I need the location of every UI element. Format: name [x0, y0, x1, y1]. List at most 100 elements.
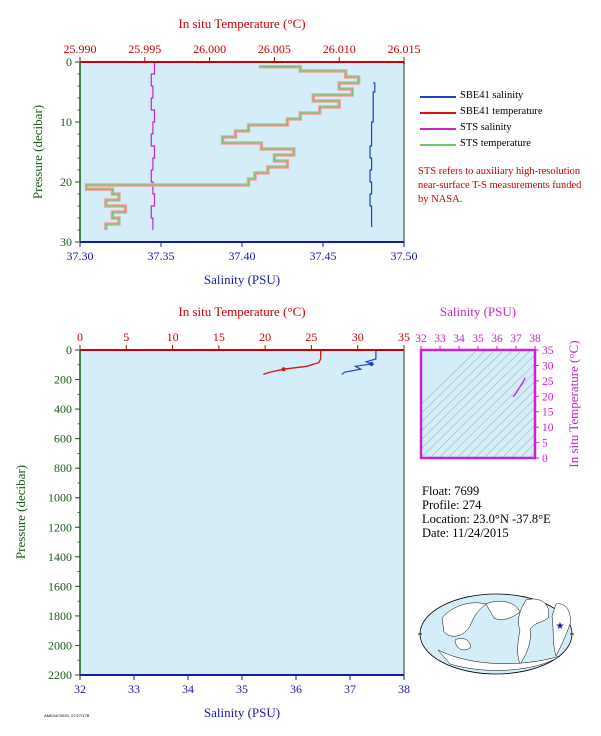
ts-isopycnal-line: [465, 389, 535, 458]
bottom-salinity-axis-title: Salinity (PSU): [204, 705, 280, 720]
legend-swatch: [420, 144, 456, 146]
temp-tick-label: 26.015: [388, 42, 421, 56]
temp-tick-label: 25.990: [64, 42, 97, 56]
salinity-tick-label: 35: [236, 682, 248, 696]
ts-temp-tick-label: 25: [542, 376, 554, 388]
salinity-tick-label: 32: [74, 682, 86, 696]
pressure-tick-label: 1600: [48, 579, 72, 593]
pressure-tick-label: 200: [54, 373, 72, 387]
ts-isopycnals-group: [421, 350, 535, 458]
ts-temp-tick-label: 5: [542, 438, 548, 450]
pressure-tick-label: 1200: [48, 520, 72, 534]
top-pressure-axis-title: Pressure (decibar): [30, 105, 45, 199]
series-line-sts-salinity: [150, 61, 156, 230]
ts-isopycnal-line: [421, 350, 532, 458]
ts-isopycnal-line: [519, 442, 535, 458]
ts-temp-tick-label: 0: [542, 453, 548, 465]
float-id: Float: 7699: [422, 484, 480, 498]
ts-temp-tick-label: 10: [542, 422, 554, 434]
top-salinity-axis-title: Salinity (PSU): [204, 272, 280, 287]
temp-tick-label: 5: [123, 330, 129, 344]
map-asia: [441, 602, 487, 637]
bottom-temp-axis-title: In situ Temperature (°C): [178, 304, 305, 319]
ts-isopycnal-line: [421, 350, 478, 406]
ts-salinity-tick-label: 37: [510, 333, 522, 345]
pressure-tick-label: 30: [60, 235, 72, 249]
bottom-series-group: [263, 350, 377, 376]
temp-tick-label: 30: [352, 330, 364, 344]
ts-isopycnal-line: [528, 451, 535, 458]
ts-salinity-tick-label: 35: [472, 333, 484, 345]
temp-tick-label: 35: [398, 330, 410, 344]
series-line-sbe41-temperature: [263, 350, 322, 376]
ts-isopycnal-line: [447, 371, 535, 458]
salinity-tick-label: 37.45: [310, 249, 337, 263]
ts-isopycnal-line: [501, 424, 535, 458]
salinity-tick-label: 37: [344, 682, 356, 696]
salinity-tick-label: 37.35: [148, 249, 175, 263]
pressure-tick-label: 1800: [48, 609, 72, 623]
temp-tick-label: 0: [77, 330, 83, 344]
map-pacific-islands: [485, 601, 521, 620]
temp-tick-label: 25: [305, 330, 317, 344]
temp-tick-label: 25.995: [128, 42, 161, 56]
pressure-tick-label: 1400: [48, 550, 72, 564]
ts-isopycnal-line: [510, 433, 535, 458]
ts-isopycnal-line: [438, 363, 535, 458]
ts-temp-axis-title: In situ Temperature (°C): [566, 340, 581, 467]
legend-swatch: [420, 96, 456, 98]
ts-isopycnal-line: [456, 380, 535, 458]
sts-note: STS refers to auxiliary high-resolution …: [418, 166, 582, 205]
pressure-tick-label: 2200: [48, 668, 72, 682]
salinity-tick-label: 34: [182, 682, 194, 696]
bottom-plot-area: [80, 350, 404, 675]
salinity-tick-label: 37.30: [67, 249, 94, 263]
ts-isopycnal-line: [474, 398, 535, 458]
ts-temp-tick-label: 30: [542, 360, 554, 372]
salinity-tick-label: 33: [128, 682, 140, 696]
temp-tick-label: 26.000: [193, 42, 226, 56]
ts-salinity-tick-label: 38: [529, 333, 541, 345]
top-plot-area: [80, 62, 404, 242]
ts-temp-tick-label: 15: [542, 407, 554, 419]
map-australia: [454, 638, 471, 651]
pressure-tick-label: 800: [54, 461, 72, 475]
series-line-sts-temperature: [85, 66, 360, 230]
series-line-sbe41-salinity: [369, 82, 376, 227]
salinity-marker: [369, 362, 374, 367]
bottom-ticks-group: 0 5 10 15 20 25 30 35 32 33 34 35 36 37 38 0 200 400 600 80…: [48, 330, 410, 696]
world-map: ★: [418, 593, 574, 675]
pressure-tick-label: 2000: [48, 638, 72, 652]
ts-temp-tick-label: 35: [542, 345, 554, 357]
ts-series-group: [512, 377, 526, 398]
ts-temp-tick-label: 20: [542, 391, 554, 403]
legend-label: SBE41 temperature: [460, 106, 543, 117]
map-float-marker-icon: ★: [556, 621, 565, 632]
location: Location: 23.0°N -37.8°E: [422, 512, 551, 526]
temp-tick-label: 26.005: [258, 42, 291, 56]
pressure-tick-label: 10: [60, 115, 72, 129]
panel-bottom: 0 5 10 15 20 25 30 35 32 33 34 35 36 37 38 0 200 400 600 80…: [13, 304, 410, 720]
map-americas: [517, 598, 550, 665]
temp-tick-label: 26.010: [323, 42, 356, 56]
series-line-sbe41-salinity: [341, 350, 377, 375]
salinity-tick-label: 37.50: [391, 249, 418, 263]
map-antarctica: [437, 649, 561, 671]
date: Date: 11/24/2015: [422, 526, 509, 540]
pressure-tick-label: 600: [54, 432, 72, 446]
pressure-tick-label: 20: [60, 175, 72, 189]
temp-tick-label: 10: [167, 330, 179, 344]
temperature-marker: [281, 367, 286, 372]
bottom-pressure-axis-title: Pressure (decibar): [13, 465, 28, 559]
legend-label: STS salinity: [460, 122, 512, 133]
temp-tick-label: 20: [259, 330, 271, 344]
ts-salinity-tick-label: 34: [453, 333, 465, 345]
pressure-tick-label: 0: [66, 55, 72, 69]
pressure-tick-label: 1000: [48, 491, 72, 505]
ts-salinity-tick-label: 33: [434, 333, 446, 345]
top-temp-axis-title: In situ Temperature (°C): [178, 16, 305, 31]
legend-label: SBE41 salinity: [460, 90, 524, 101]
map-africa-europe: [551, 603, 571, 657]
ts-diagram: 32 33 34 35 36 37 38 0 5 10 15 20 25 30 35 Salinity (P…: [415, 304, 581, 468]
salinity-tick-label: 36: [290, 682, 302, 696]
